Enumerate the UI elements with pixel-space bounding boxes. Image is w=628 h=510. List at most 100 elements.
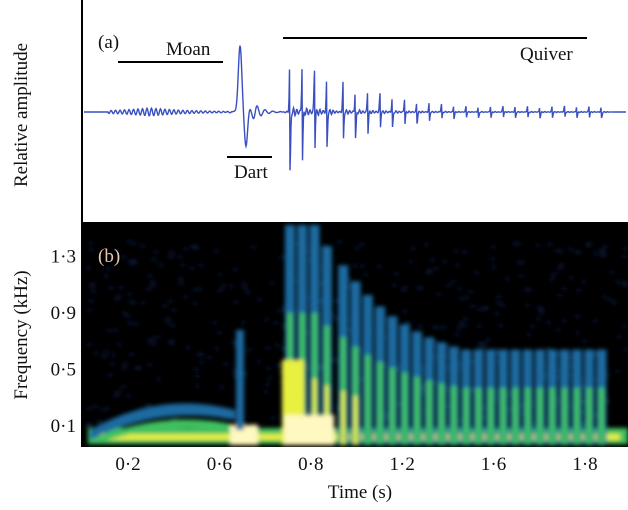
spectrogram-cell	[124, 313, 131, 317]
spectrogram-cell	[554, 248, 561, 252]
spectrogram-cell	[458, 297, 465, 301]
spectrogram-cell	[279, 347, 286, 351]
spectrogram-cell	[558, 250, 565, 254]
spectrogram-cell	[121, 311, 128, 315]
spectrogram-cell	[334, 406, 341, 410]
spectrogram-cell	[525, 333, 532, 337]
spectrogram-cell	[231, 268, 238, 272]
spectrogram-cell	[178, 282, 185, 286]
spectrogram-cell	[106, 373, 113, 377]
spectrogram-cell	[523, 287, 530, 291]
spectrogram-cell	[545, 347, 552, 351]
spectrogram-cell	[242, 287, 249, 291]
y-axis-label: Frequency (kHz)	[11, 270, 32, 399]
spectrogram-cell	[498, 323, 505, 327]
spectrogram-cell	[92, 405, 99, 409]
x-tick-label: 1·8	[572, 454, 597, 475]
spectrogram-cell	[170, 324, 177, 328]
spectrogram-cell	[614, 369, 621, 373]
spectrogram-cell	[546, 242, 553, 246]
spectrogram-cell	[274, 343, 281, 347]
spectrogram-cell	[269, 281, 276, 285]
spectrogram-cell	[455, 326, 462, 330]
spectrogram-cell	[435, 292, 442, 296]
spectrogram-cell	[255, 360, 262, 364]
spectrogram-cell	[113, 297, 120, 301]
spectrogram-cell	[404, 321, 411, 325]
spectrogram-cell	[131, 261, 138, 265]
spectrogram-cell	[322, 244, 329, 248]
spectrogram-cell	[607, 298, 614, 302]
spectrogram-cell	[481, 342, 488, 346]
spectrogram-cell	[284, 415, 334, 445]
spectrogram-cell	[120, 385, 127, 389]
spectrogram-cell	[114, 390, 121, 394]
spectrogram-cell	[104, 407, 111, 411]
spectrogram-cell	[534, 244, 541, 248]
spectrogram-cell	[414, 376, 420, 445]
spectrogram-cell	[622, 348, 628, 352]
spectrogram-cell	[126, 321, 133, 325]
spectrogram-cell	[600, 254, 607, 258]
spectrogram-cell	[216, 331, 223, 335]
spectrogram-cell	[580, 279, 587, 283]
spectrogram-cell	[490, 265, 497, 269]
spectrogram-cell	[425, 271, 432, 275]
spectrogram-cell	[276, 308, 283, 312]
panel-label: (b)	[98, 246, 120, 267]
spectrogram-cell	[477, 341, 484, 345]
spectrogram-cell	[242, 372, 249, 376]
spectrogram-cell	[365, 399, 370, 445]
waveform	[84, 45, 626, 171]
spectrogram-cell	[116, 294, 123, 298]
spectrogram-cell	[155, 377, 162, 381]
spectrogram-cell	[443, 424, 450, 428]
spectrogram-cell	[196, 287, 203, 291]
spectrogram-cell	[612, 301, 619, 305]
spectrogram-cell	[579, 423, 586, 427]
annotation: Dart	[234, 162, 268, 183]
spectrogram-cell	[485, 337, 492, 341]
spectrogram-cell	[120, 255, 127, 259]
spectrogram-cell	[592, 319, 599, 323]
spectrogram-cell	[150, 257, 157, 261]
spectrogram-cell	[454, 264, 461, 268]
annotation: Moan	[166, 39, 211, 60]
spectrogram-cell	[390, 406, 395, 445]
spectrogram-cell	[85, 424, 92, 428]
spectrogram-cell	[146, 340, 153, 344]
spectrogram-cell	[615, 335, 622, 339]
spectrogram-cell	[146, 274, 153, 278]
spectrogram-cell	[567, 364, 574, 368]
spectrogram-cell	[383, 363, 390, 367]
spectrogram-cell	[622, 247, 628, 251]
spectrogram-cell	[517, 404, 524, 408]
spectrogram-cell	[149, 284, 156, 288]
spectrogram-cell	[524, 303, 531, 307]
spectrogram-cell	[87, 241, 94, 245]
spectrogram-cell	[214, 346, 221, 350]
spectrogram-cell	[130, 301, 137, 305]
spectrogram-cell	[219, 385, 226, 389]
spectrogram-cell	[496, 295, 503, 299]
spectrogram-cell	[410, 246, 417, 250]
spectrogram-cell	[359, 242, 366, 246]
spectrogram-cell	[86, 308, 93, 312]
spectrogram-cell	[585, 242, 592, 246]
spectrogram-cell	[418, 286, 425, 290]
spectrogram-cell	[318, 367, 325, 371]
spectrogram-cell	[359, 264, 366, 268]
spectrogram-cell	[550, 416, 555, 445]
spectrogram-cell	[211, 320, 218, 324]
spectrogram-cell	[241, 282, 248, 286]
spectrogram-cell	[573, 250, 580, 254]
spectrogram-cell	[213, 249, 220, 253]
spectrogram-cell	[190, 244, 197, 248]
spectrogram-cell	[110, 353, 117, 357]
spectrogram-cell	[469, 304, 476, 308]
spectrogram-cell	[451, 415, 456, 445]
spectrogram-cell	[194, 374, 201, 378]
spectrogram-cell	[351, 264, 358, 268]
spectrogram-cell	[220, 284, 227, 288]
